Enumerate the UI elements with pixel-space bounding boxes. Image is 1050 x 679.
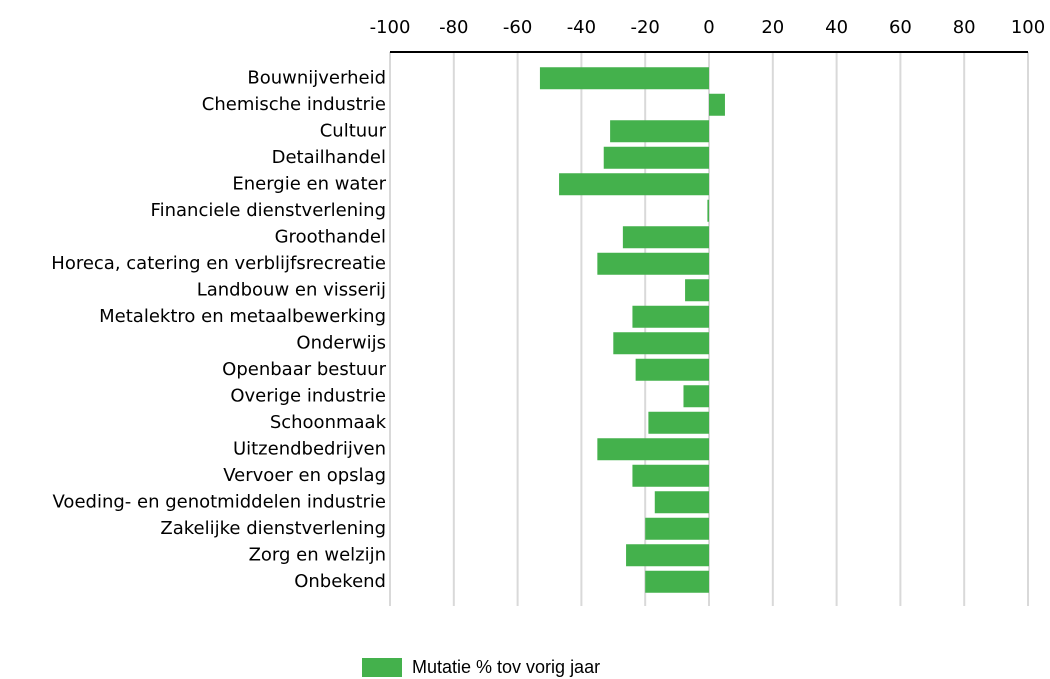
- x-tick-label: -100: [370, 17, 411, 38]
- legend-swatch: [362, 658, 402, 677]
- bar: [632, 464, 709, 487]
- y-tick-label: Landbouw en visserij: [197, 279, 386, 300]
- legend-label: Mutatie % tov vorig jaar: [412, 657, 600, 677]
- y-tick-label: Openbaar bestuur: [222, 359, 386, 380]
- y-tick-label: Zorg en welzijn: [249, 544, 386, 565]
- bar: [632, 305, 709, 328]
- bar: [622, 226, 709, 249]
- bar: [559, 173, 709, 196]
- x-tick-label: 100: [1011, 17, 1045, 38]
- y-tick-label: Bouwnijverheid: [247, 67, 386, 88]
- bar: [613, 332, 709, 355]
- x-tick-label: -60: [503, 17, 532, 38]
- x-tick-label: -80: [439, 17, 468, 38]
- bar: [635, 358, 709, 381]
- x-tick-label: -40: [567, 17, 596, 38]
- y-tick-label: Voeding- en genotmiddelen industrie: [53, 491, 386, 512]
- y-tick-label: Vervoer en opslag: [223, 465, 386, 486]
- bar: [626, 544, 709, 567]
- y-tick-label: Uitzendbedrijven: [233, 438, 386, 459]
- y-tick-label: Horeca, catering en verblijfsrecreatie: [51, 253, 386, 274]
- x-tick-label: 20: [761, 17, 784, 38]
- x-tick-label: 40: [825, 17, 848, 38]
- bar: [654, 491, 709, 514]
- bar: [539, 67, 709, 90]
- y-tick-label: Cultuur: [320, 120, 387, 141]
- y-tick-label: Onbekend: [294, 571, 386, 592]
- y-tick-label: Groothandel: [275, 226, 386, 247]
- y-tick-label: Schoonmaak: [270, 412, 387, 433]
- bar: [645, 517, 709, 540]
- y-tick-label: Zakelijke dienstverlening: [160, 518, 386, 539]
- y-tick-label: Overige industrie: [230, 385, 386, 406]
- y-tick-label: Detailhandel: [272, 147, 386, 168]
- bar: [597, 252, 709, 275]
- bar: [597, 438, 709, 461]
- bar: [707, 199, 709, 222]
- x-tick-label: 80: [953, 17, 976, 38]
- y-tick-label: Onderwijs: [296, 332, 386, 353]
- bar: [685, 279, 709, 302]
- x-tick-label: 0: [703, 17, 714, 38]
- x-tick-label: 60: [889, 17, 912, 38]
- bar: [683, 385, 709, 408]
- y-tick-label: Chemische industrie: [202, 94, 386, 115]
- bar: [645, 570, 709, 593]
- y-tick-label: Financiele dienstverlening: [151, 200, 386, 221]
- bar: [610, 120, 709, 143]
- bar: [709, 93, 725, 116]
- x-tick-label: -20: [630, 17, 659, 38]
- y-tick-label: Metalektro en metaalbewerking: [99, 306, 386, 327]
- y-tick-label: Energie en water: [232, 173, 386, 194]
- bar: [603, 146, 709, 169]
- bar: [648, 411, 709, 434]
